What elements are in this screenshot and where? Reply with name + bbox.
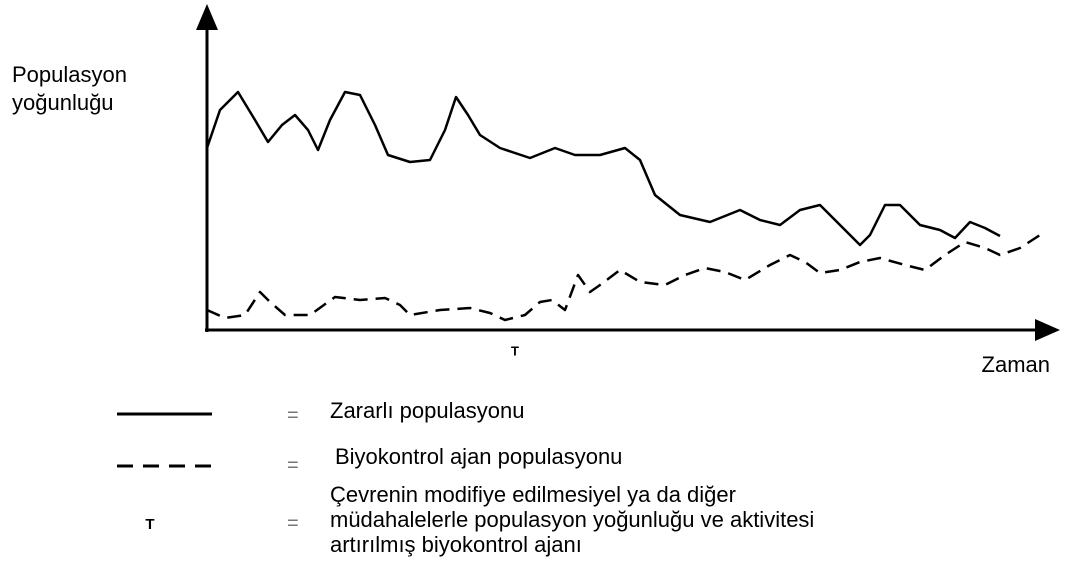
legend-label: artırılmış biyokontrol ajanı bbox=[330, 532, 582, 557]
pest-curve bbox=[205, 90, 1001, 247]
legend-key: T bbox=[145, 516, 154, 533]
agent-curve bbox=[206, 233, 1041, 322]
legend-label: Biyokontrol ajan populasyonu bbox=[335, 444, 622, 469]
legend-label: Zararlı populasyonu bbox=[330, 398, 524, 423]
marker-t: T bbox=[511, 343, 519, 358]
legend-symbol: = bbox=[287, 454, 299, 476]
y-axis-label: Populasyon bbox=[12, 62, 127, 87]
legend-symbol: = bbox=[287, 512, 299, 534]
y-axis-label: yoğunluğu bbox=[12, 90, 114, 115]
x-axis-label: Zaman bbox=[982, 352, 1050, 377]
legend-symbol: = bbox=[287, 404, 299, 426]
x-axis-arrow bbox=[1035, 319, 1060, 341]
y-axis-arrow bbox=[196, 4, 218, 30]
legend-label: müdahalelerle populasyon yoğunluğu ve ak… bbox=[330, 507, 814, 532]
legend-label: Çevrenin modifiye edilmesiyel ya da diğe… bbox=[330, 482, 736, 507]
